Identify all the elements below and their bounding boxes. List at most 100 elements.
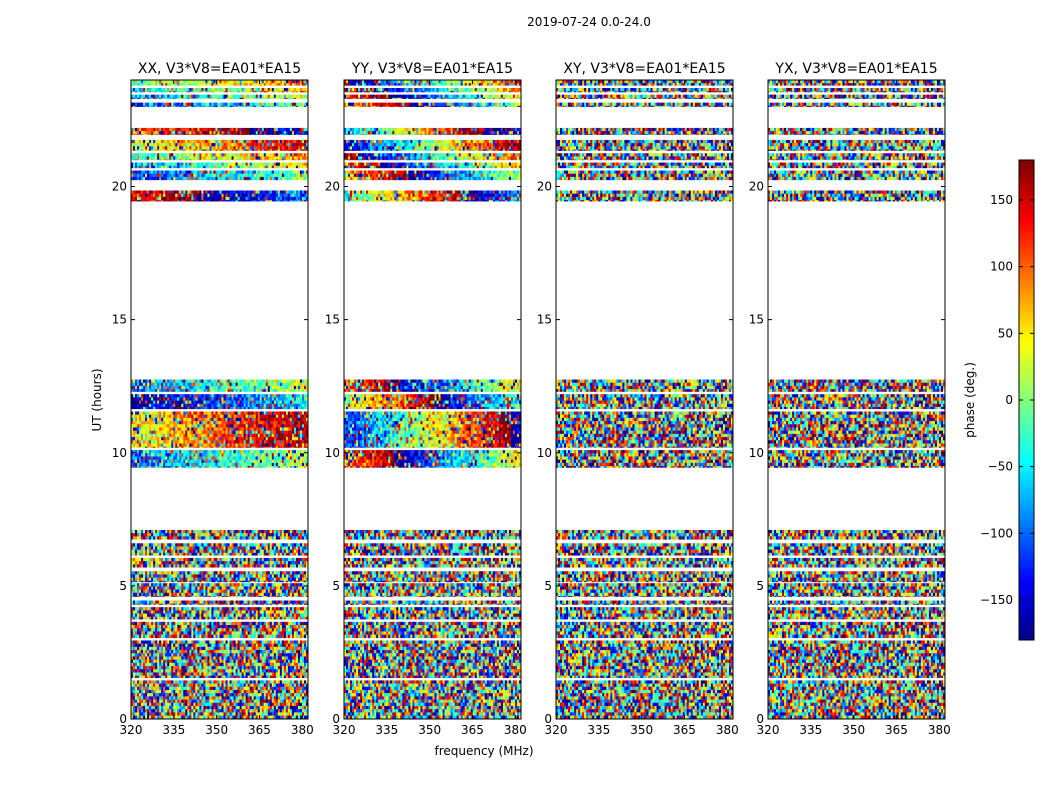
heatmap-cell (207, 712, 209, 716)
heatmap-cell (193, 644, 195, 648)
heatmap-cell (248, 647, 250, 651)
heatmap-cell (153, 706, 155, 710)
heatmap-cell (171, 653, 173, 657)
heatmap-cell (209, 693, 211, 697)
heatmap-cell (260, 709, 262, 713)
heatmap-cell (280, 693, 282, 697)
heatmap-cell (175, 690, 177, 694)
heatmap-cell (298, 687, 300, 691)
heatmap-cell (238, 650, 240, 654)
heatmap-cell (276, 696, 278, 700)
heatmap-cell (250, 712, 252, 716)
heatmap-cell (220, 650, 222, 654)
heatmap-cell (193, 709, 195, 713)
heatmap-cell (183, 712, 185, 716)
heatmap-cell (187, 706, 189, 710)
heatmap-cell (147, 712, 149, 716)
heatmap-cell (197, 680, 199, 684)
heatmap-cell (284, 712, 286, 716)
heatmap-cell (191, 703, 193, 707)
heatmap-cell (159, 700, 161, 704)
heatmap-cell (286, 712, 288, 716)
heatmap-cell (234, 684, 236, 688)
heatmap-cell (286, 680, 288, 684)
heatmap-cell (264, 640, 266, 644)
heatmap-cell (175, 647, 177, 651)
heatmap-cell (215, 693, 217, 697)
heatmap-cell (284, 703, 286, 707)
heatmap-cell (195, 712, 197, 716)
heatmap-cell (157, 696, 159, 700)
heatmap-cell (193, 687, 195, 691)
heatmap-cell (149, 650, 151, 654)
heatmap-cell (133, 703, 135, 707)
heatmap-cell (143, 706, 145, 710)
heatmap-cell (167, 703, 169, 707)
heatmap-cell (185, 644, 187, 648)
heatmap-cell (151, 712, 153, 716)
heatmap-cell (163, 703, 165, 707)
heatmap-cell (278, 644, 280, 648)
heatmap-cell (268, 690, 270, 694)
heatmap-cell (224, 650, 226, 654)
heatmap-cell (179, 684, 181, 688)
heatmap-cell (238, 696, 240, 700)
heatmap-cell (211, 709, 213, 713)
heatmap-cell (205, 700, 207, 704)
heatmap-cell (183, 709, 185, 713)
heatmap-cell (296, 680, 298, 684)
heatmap-cell (191, 690, 193, 694)
heatmap-cell (147, 653, 149, 657)
heatmap-cell (201, 690, 203, 694)
heatmap-cell (302, 684, 304, 688)
heatmap-cell (151, 696, 153, 700)
heatmap-cell (222, 693, 224, 697)
heatmap-cell (228, 650, 230, 654)
heatmap-cell (266, 693, 268, 697)
heatmap-cell (141, 696, 143, 700)
heatmap-cell (167, 640, 169, 644)
heatmap-cell (203, 644, 205, 648)
heatmap-cell (187, 687, 189, 691)
heatmap-cell (163, 700, 165, 704)
heatmap-cell (189, 712, 191, 716)
heatmap-cell (135, 687, 137, 691)
heatmap-cell (266, 680, 268, 684)
heatmap-cell (226, 650, 228, 654)
heatmap-cell (207, 706, 209, 710)
heatmap-cell (226, 687, 228, 691)
heatmap-cell (183, 647, 185, 651)
heatmap-cell (248, 690, 250, 694)
heatmap-cell (222, 706, 224, 710)
heatmap-cell (304, 693, 306, 697)
heatmap-cell (151, 650, 153, 654)
heatmap-cell (242, 696, 244, 700)
heatmap-cell (135, 640, 137, 644)
heatmap-cell (147, 680, 149, 684)
heatmap-cell (246, 647, 248, 651)
heatmap-cell (133, 640, 135, 644)
heatmap-cell (203, 693, 205, 697)
heatmap-cell (169, 647, 171, 651)
heatmap-cell (183, 703, 185, 707)
heatmap-cell (300, 644, 302, 648)
heatmap-cell (222, 644, 224, 648)
heatmap-cell (304, 640, 306, 644)
heatmap-cell (217, 680, 219, 684)
heatmap-cell (153, 644, 155, 648)
heatmap-cell (264, 696, 266, 700)
heatmap-cell (149, 647, 151, 651)
heatmap-cell (163, 647, 165, 651)
heatmap-cell (133, 684, 135, 688)
heatmap-cell (143, 653, 145, 657)
heatmap-cell (242, 712, 244, 716)
heatmap-cell (258, 709, 260, 713)
heatmap-cell (298, 700, 300, 704)
heatmap-cell (288, 640, 290, 644)
heatmap-cell (298, 712, 300, 716)
heatmap-cell (252, 644, 254, 648)
heatmap-cell (185, 653, 187, 657)
heatmap-cell (211, 706, 213, 710)
heatmap-cell (155, 640, 157, 644)
heatmap-cell (171, 693, 173, 697)
